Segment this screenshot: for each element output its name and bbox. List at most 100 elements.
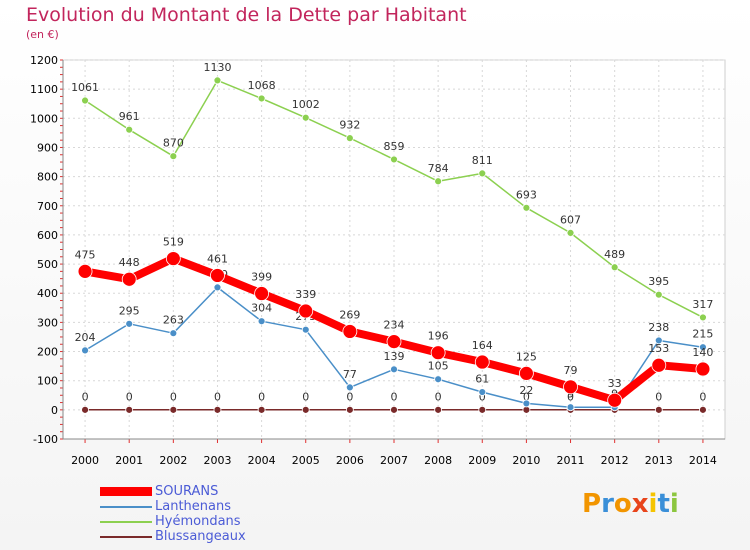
y-tick-label: 1200 — [30, 54, 58, 67]
y-tick-label: -100 — [33, 433, 58, 446]
legend-item: Blussangeaux — [100, 529, 246, 544]
data-label: 153 — [648, 342, 669, 355]
data-point — [390, 155, 398, 164]
chart-legend: SOURANS Lanthenans Hyémondans Blussangeaux — [100, 484, 246, 544]
data-label: 1130 — [203, 61, 231, 74]
data-label: 0 — [699, 390, 706, 403]
x-tick-label: 2000 — [71, 454, 99, 467]
data-label: 0 — [214, 390, 221, 403]
data-point — [257, 94, 266, 103]
data-label: 140 — [692, 346, 713, 359]
data-label: 448 — [119, 256, 140, 269]
data-label: 304 — [251, 302, 272, 315]
data-point — [254, 286, 270, 301]
data-point — [563, 379, 578, 395]
data-label: 105 — [428, 360, 449, 373]
data-label: 238 — [648, 321, 669, 334]
data-label: 932 — [339, 119, 360, 132]
data-point — [390, 405, 398, 414]
data-label: 0 — [479, 390, 486, 403]
data-point — [81, 96, 89, 105]
x-tick-label: 2008 — [424, 454, 452, 467]
data-label: 125 — [516, 350, 537, 363]
data-label: 395 — [648, 275, 669, 288]
data-point — [125, 405, 134, 414]
data-label: 0 — [391, 390, 398, 403]
x-tick-label: 2013 — [645, 454, 673, 467]
data-label: 859 — [384, 140, 405, 153]
y-tick-label: 400 — [37, 287, 58, 300]
x-tick-label: 2011 — [557, 454, 585, 467]
data-point — [298, 303, 314, 319]
data-label: 489 — [604, 248, 625, 261]
data-point — [301, 405, 310, 414]
legend-label: Hyémondans — [155, 514, 241, 529]
legend-label: Blussangeaux — [155, 529, 246, 544]
data-label: 0 — [302, 390, 309, 403]
data-label: 79 — [564, 364, 578, 377]
logo-letter: r — [601, 489, 614, 519]
x-tick-label: 2007 — [380, 454, 408, 467]
data-point — [345, 383, 354, 392]
data-point — [566, 228, 575, 237]
data-label: 399 — [251, 271, 272, 284]
x-tick-label: 2009 — [468, 454, 496, 467]
y-tick-label: 700 — [37, 200, 58, 213]
y-tick-label: 500 — [37, 258, 58, 271]
data-point — [257, 405, 266, 414]
data-point — [610, 263, 619, 272]
data-point — [654, 336, 663, 345]
data-label: 33 — [608, 377, 622, 390]
data-point — [345, 134, 354, 143]
data-point — [213, 405, 222, 414]
data-point — [81, 405, 89, 414]
chart-subtitle: (en €) — [26, 28, 59, 41]
data-point — [434, 405, 443, 414]
logo-letter: t — [657, 489, 670, 519]
data-label: 77 — [343, 368, 357, 381]
data-point — [125, 125, 134, 134]
data-label: 1068 — [248, 79, 276, 92]
data-point — [566, 403, 575, 412]
data-label: 339 — [295, 288, 316, 301]
y-tick-label: 200 — [37, 346, 58, 359]
data-label: 784 — [428, 162, 449, 175]
data-point — [519, 366, 534, 381]
data-point — [345, 405, 354, 414]
data-point — [213, 76, 222, 85]
data-point — [434, 177, 443, 186]
legend-item: Hyémondans — [100, 514, 246, 529]
data-point — [695, 361, 711, 377]
data-point — [301, 325, 310, 334]
x-tick-label: 2014 — [689, 454, 717, 467]
data-label: 164 — [472, 339, 493, 352]
data-point — [390, 365, 398, 374]
data-label: 0 — [346, 390, 353, 403]
data-label: 0 — [82, 390, 89, 403]
data-point — [430, 345, 446, 361]
y-tick-label: 900 — [37, 141, 58, 154]
data-point — [257, 317, 266, 326]
data-point — [81, 346, 89, 355]
x-tick-label: 2004 — [248, 454, 276, 467]
data-label: 461 — [207, 252, 228, 265]
data-point — [434, 375, 443, 384]
data-label: 475 — [75, 248, 96, 261]
data-point — [522, 203, 531, 212]
data-point — [213, 283, 222, 292]
data-label: 139 — [384, 350, 405, 363]
data-label: 204 — [75, 331, 96, 344]
legend-item: SOURANS — [100, 484, 246, 499]
data-label: 269 — [339, 308, 360, 321]
data-point — [169, 152, 178, 161]
y-tick-label: 100 — [37, 375, 58, 388]
data-point — [522, 399, 531, 408]
data-point — [125, 319, 134, 328]
logo-letter: x — [631, 489, 649, 519]
data-label: 870 — [163, 137, 184, 150]
logo-letter: i — [669, 489, 679, 519]
data-label: 961 — [119, 110, 140, 123]
data-point — [654, 405, 663, 414]
chart-title: Evolution du Montant de la Dette par Hab… — [26, 4, 467, 26]
